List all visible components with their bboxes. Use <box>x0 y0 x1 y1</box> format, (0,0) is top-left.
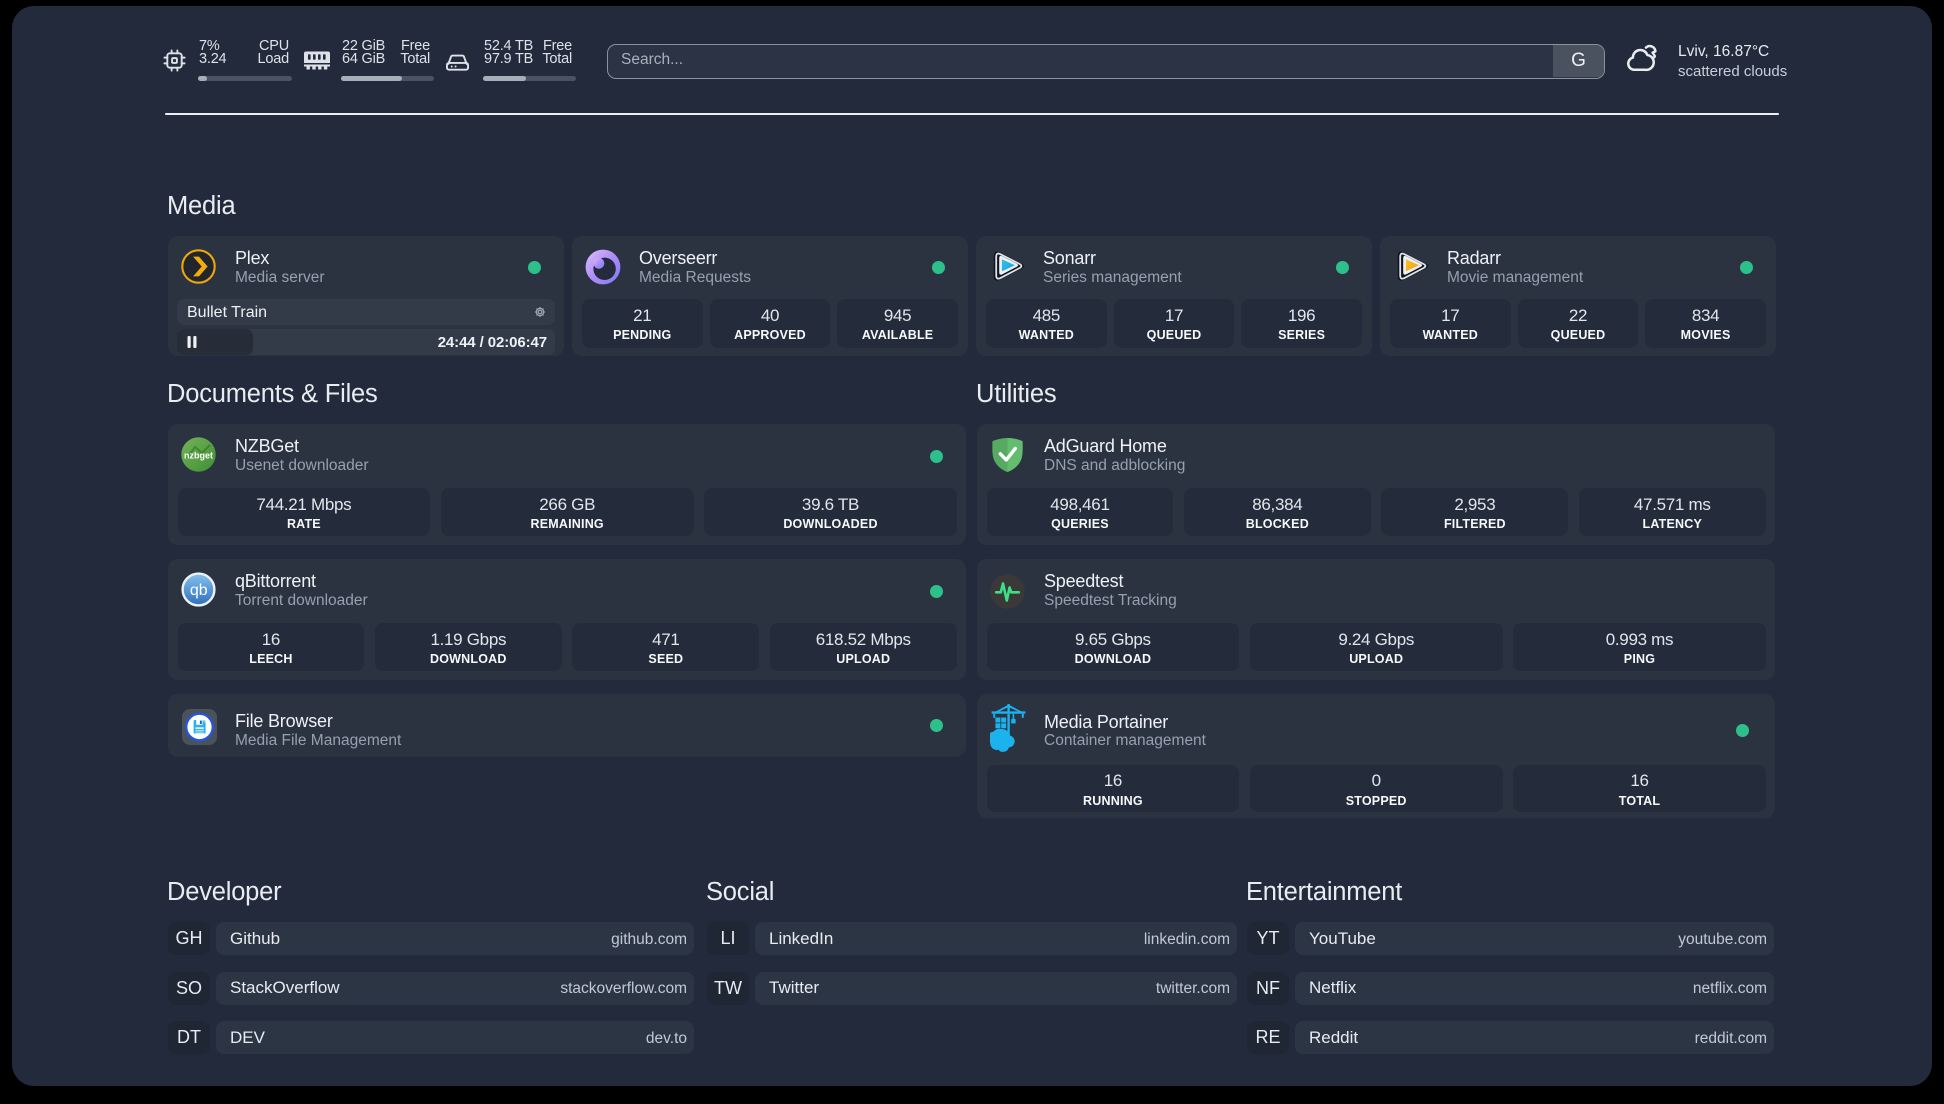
svg-text:qb: qb <box>190 582 208 599</box>
svg-text:nzbget: nzbget <box>184 451 213 461</box>
